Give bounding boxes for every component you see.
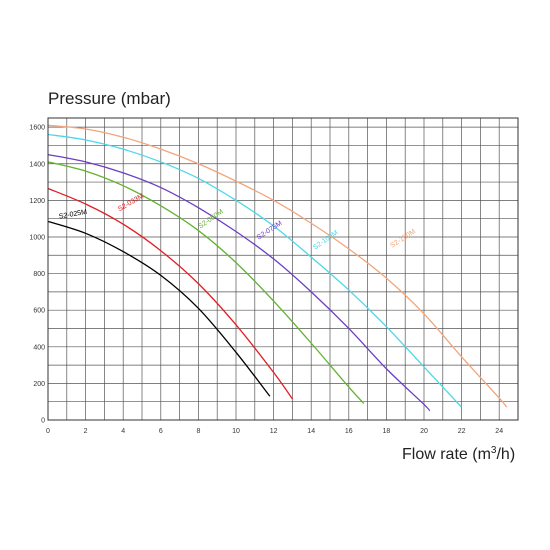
x-tick-label: 12 (270, 428, 278, 435)
x-axis-title: Flow rate (m3/h) (402, 445, 515, 463)
x-tick-label: 24 (495, 428, 503, 435)
x-tick-label: 18 (383, 428, 391, 435)
y-tick-label: 200 (33, 381, 45, 388)
series-line-s2-100m (47, 133, 463, 408)
x-tick-label: 8 (196, 428, 200, 435)
y-tick-label: 1200 (29, 198, 45, 205)
x-axis-title-superscript: 3 (491, 445, 497, 456)
series-label-s2-150m: S2-150M (389, 228, 417, 249)
series-lines (47, 124, 508, 412)
x-axis-title-main: Flow rate (m (402, 446, 491, 463)
x-tick-label: 16 (345, 428, 353, 435)
plot-frame (47, 117, 519, 421)
y-tick-label: 400 (33, 344, 45, 351)
x-tick-label: 20 (420, 428, 428, 435)
series-line-s2-033m (47, 187, 293, 400)
y-axis-ticks: 0 200 400 600 800 1000 1200 1400 1600 (29, 125, 45, 425)
series-line-s2-075m (47, 153, 431, 412)
x-axis-title-end: /h) (496, 446, 515, 463)
y-tick-label: 0 (41, 418, 45, 425)
y-tick-label: 600 (33, 308, 45, 315)
x-tick-label: 0 (46, 428, 50, 435)
series-line-s2-050m (47, 161, 365, 404)
series-label-s2-033m: S2-033M (117, 193, 145, 213)
y-tick-label: 800 (33, 271, 45, 278)
series-label-s2-025m: S2-025M (58, 209, 87, 221)
y-tick-label: 1600 (29, 125, 45, 132)
series-line-s2-150m (47, 124, 508, 408)
x-tick-label: 2 (84, 428, 88, 435)
series-label-s2-050m: S2-050M (197, 208, 224, 230)
x-tick-label: 14 (307, 428, 315, 435)
x-tick-label: 6 (159, 428, 163, 435)
x-tick-label: 10 (232, 428, 240, 435)
x-axis-ticks: 0 2 4 6 8 10 12 14 16 18 20 22 24 (46, 428, 503, 435)
x-tick-label: 22 (458, 428, 466, 435)
y-tick-label: 1000 (29, 234, 45, 241)
grid (47, 118, 519, 420)
series-line-s2-025m (47, 220, 271, 397)
x-tick-label: 4 (121, 428, 125, 435)
y-axis-title: Pressure (mbar) (48, 89, 171, 108)
y-tick-label: 1400 (29, 161, 45, 168)
